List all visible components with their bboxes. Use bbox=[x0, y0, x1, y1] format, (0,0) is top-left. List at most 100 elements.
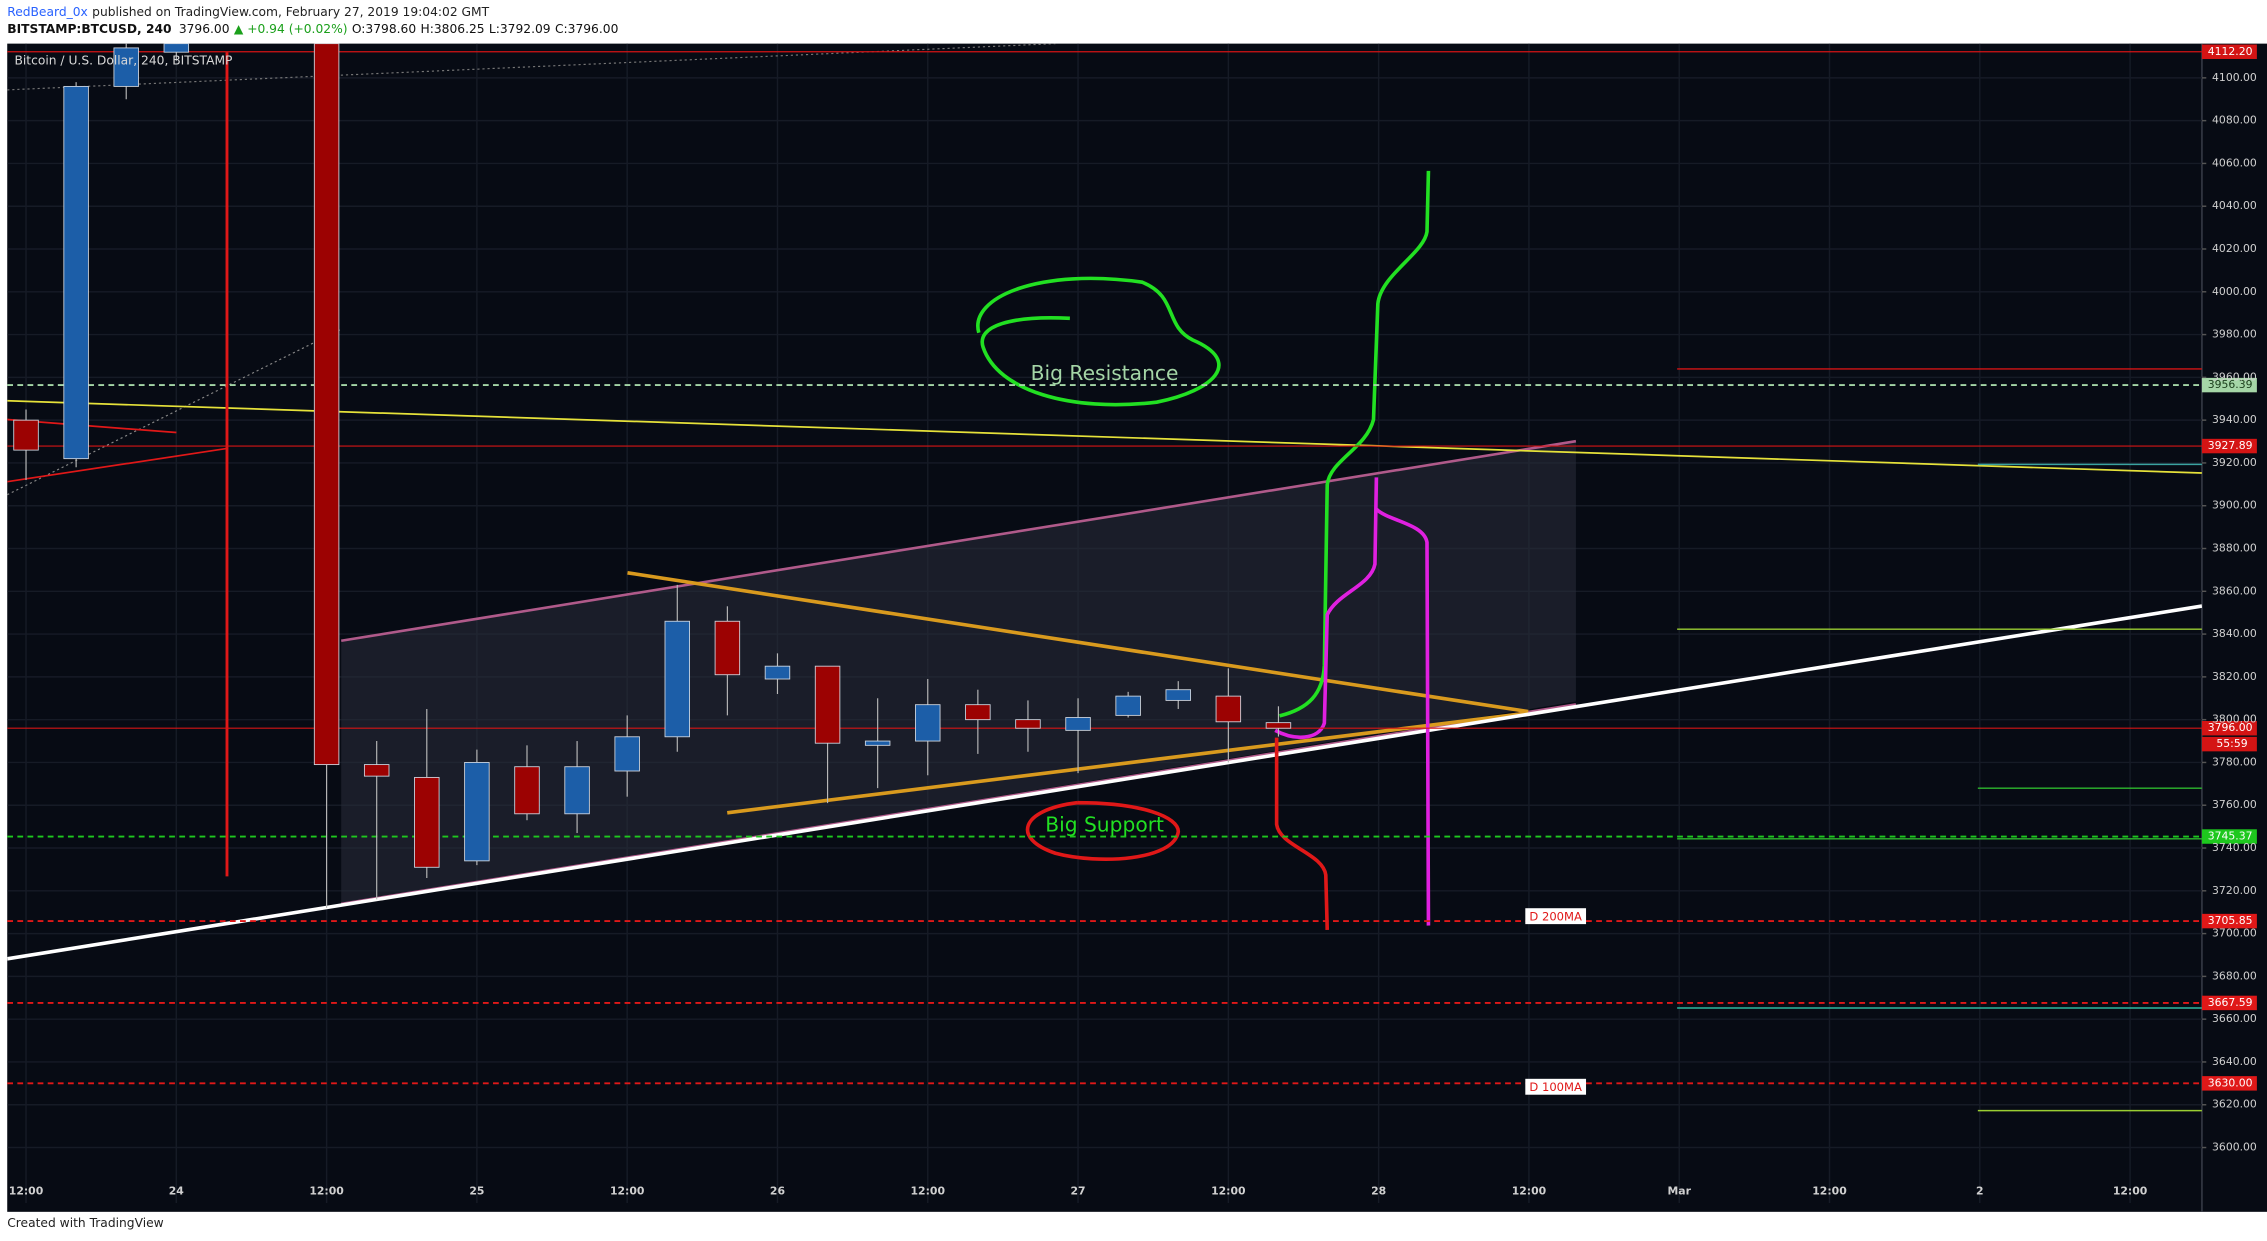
resistance-circle bbox=[976, 276, 1221, 407]
price-level-label: 3667.59 bbox=[2208, 996, 2253, 1009]
x-tick-label: 12:00 bbox=[1512, 1185, 1547, 1198]
y-tick-label: 3760.00 bbox=[2212, 798, 2257, 811]
candle-body bbox=[1215, 695, 1242, 723]
y-tick-label: 3780.00 bbox=[2212, 755, 2257, 768]
y-tick-label: 3840.00 bbox=[2212, 627, 2257, 640]
last-price: 3796.00 bbox=[179, 22, 230, 36]
y-tick-label: 3800.00 bbox=[2212, 713, 2257, 726]
dotted-trendline bbox=[7, 329, 341, 496]
magenta-path-drawing bbox=[1375, 507, 1431, 926]
price-level-label: 3927.89 bbox=[2208, 439, 2253, 452]
candle-body bbox=[1115, 695, 1141, 716]
y-tick-label: 4020.00 bbox=[2212, 242, 2257, 255]
x-tick-label: 25 bbox=[469, 1185, 484, 1198]
chart-title: Bitcoin / U.S. Dollar, 240, BITSTAMP bbox=[14, 53, 232, 67]
price-level-label: 3705.85 bbox=[2208, 914, 2253, 927]
price-level-label: 4112.20 bbox=[2208, 45, 2253, 58]
white-trendline bbox=[7, 604, 2202, 961]
candle-body bbox=[714, 620, 741, 676]
candle-body bbox=[1265, 722, 1292, 729]
header-line: RedBeard_0x published on TradingView.com,… bbox=[7, 4, 489, 18]
y-tick-label: 3820.00 bbox=[2212, 670, 2257, 683]
candle-body bbox=[915, 704, 941, 742]
candle-body bbox=[313, 43, 340, 766]
y-tick-label: 3720.00 bbox=[2212, 884, 2257, 897]
candle-body bbox=[764, 665, 791, 680]
x-tick-label: 12:00 bbox=[1211, 1185, 1246, 1198]
y-tick-label: 3620.00 bbox=[2212, 1098, 2257, 1111]
y-tick-label: 4040.00 bbox=[2212, 199, 2257, 212]
y-tick-label: 3940.00 bbox=[2212, 413, 2257, 426]
price-level-label: 3796.00 bbox=[2208, 721, 2253, 734]
x-tick-label: 12:00 bbox=[1812, 1185, 1847, 1198]
annotation: Big Support bbox=[1045, 812, 1164, 836]
y-tick-label: 3640.00 bbox=[2212, 1055, 2257, 1068]
price-level-label: 3630.00 bbox=[2208, 1076, 2253, 1089]
orange-trendline bbox=[627, 571, 1529, 714]
y-tick-label: 3600.00 bbox=[2212, 1141, 2257, 1154]
annotation: D 100MA bbox=[1529, 1080, 1582, 1094]
price-level-tag bbox=[2201, 720, 2257, 736]
x-tick-label: 12:00 bbox=[309, 1185, 344, 1198]
magenta-path-drawing bbox=[1274, 477, 1379, 740]
candle-body bbox=[414, 776, 440, 868]
price-level-tag bbox=[2201, 438, 2257, 454]
x-tick-label: 28 bbox=[1371, 1185, 1386, 1198]
levels: 4112.20 3956.39 3927.89 3796.00 55:59 3745.37… bbox=[7, 44, 2257, 1091]
drawings bbox=[7, 43, 2202, 1112]
candle-body bbox=[63, 85, 89, 460]
x-tick-label: 12:00 bbox=[911, 1185, 946, 1198]
red-path-drawing bbox=[1274, 737, 1330, 930]
y-tick-label: 4080.00 bbox=[2212, 114, 2257, 127]
candle-body bbox=[113, 47, 139, 87]
annotation: Big Resistance bbox=[1031, 361, 1179, 385]
red-trendline bbox=[7, 447, 228, 483]
candle-body bbox=[864, 740, 891, 746]
countdown-tag bbox=[2201, 736, 2257, 752]
price-level-tag bbox=[2201, 1076, 2257, 1091]
y-tick-label: 3920.00 bbox=[2212, 456, 2257, 469]
price-level-tag bbox=[2201, 995, 2257, 1011]
symbol: BITSTAMP:BTCUSD, 240 bbox=[7, 22, 171, 36]
price-level-tag bbox=[2201, 44, 2257, 59]
y-tick-label: 3960.00 bbox=[2212, 370, 2257, 383]
y-tick-label: 3700.00 bbox=[2212, 927, 2257, 940]
candle-body bbox=[965, 704, 991, 721]
candle-body bbox=[814, 665, 841, 744]
ohlc: O:3798.60 bbox=[352, 22, 416, 36]
y-tick-label: 3660.00 bbox=[2212, 1012, 2257, 1025]
symbol-line: BITSTAMP:BTCUSD, 240 3796.00 ▲ +0.94 (+0.0… bbox=[7, 22, 618, 36]
price-level-label: 3745.37 bbox=[2208, 830, 2253, 843]
ma-label-box bbox=[1525, 908, 1587, 925]
candle-body bbox=[13, 419, 39, 451]
support-circle bbox=[1025, 800, 1181, 861]
channel-top bbox=[340, 439, 1577, 643]
candle-body bbox=[1165, 689, 1191, 701]
x-tick-label: 2 bbox=[1976, 1185, 1984, 1198]
candle-body bbox=[514, 766, 540, 815]
candle-body bbox=[363, 764, 390, 777]
countdown: 55:59 bbox=[2216, 737, 2247, 750]
ohlc: L:3792.09 bbox=[489, 22, 551, 36]
annotation: D 200MA bbox=[1529, 909, 1582, 923]
ohlc: C:3796.00 bbox=[555, 22, 618, 36]
candle-body bbox=[564, 766, 590, 815]
ohlc: H:3806.25 bbox=[421, 22, 485, 36]
candle-body bbox=[163, 43, 190, 53]
orange-trendline bbox=[727, 711, 1529, 815]
price-level-tag bbox=[2201, 377, 2257, 393]
candle-body bbox=[1015, 719, 1041, 729]
y-tick-label: 4060.00 bbox=[2212, 156, 2257, 169]
channel-fill bbox=[341, 441, 1576, 904]
candle-body bbox=[614, 736, 640, 772]
candle-body bbox=[664, 620, 691, 738]
ma-label-box bbox=[1525, 1078, 1587, 1095]
x-tick-label: 24 bbox=[169, 1185, 185, 1198]
x-tick-label: 12:00 bbox=[9, 1185, 44, 1198]
candle-body bbox=[1065, 717, 1091, 731]
price-level-tag bbox=[2201, 913, 2257, 929]
published: published on TradingView.com, February 2… bbox=[92, 4, 489, 18]
candles bbox=[13, 43, 1292, 908]
